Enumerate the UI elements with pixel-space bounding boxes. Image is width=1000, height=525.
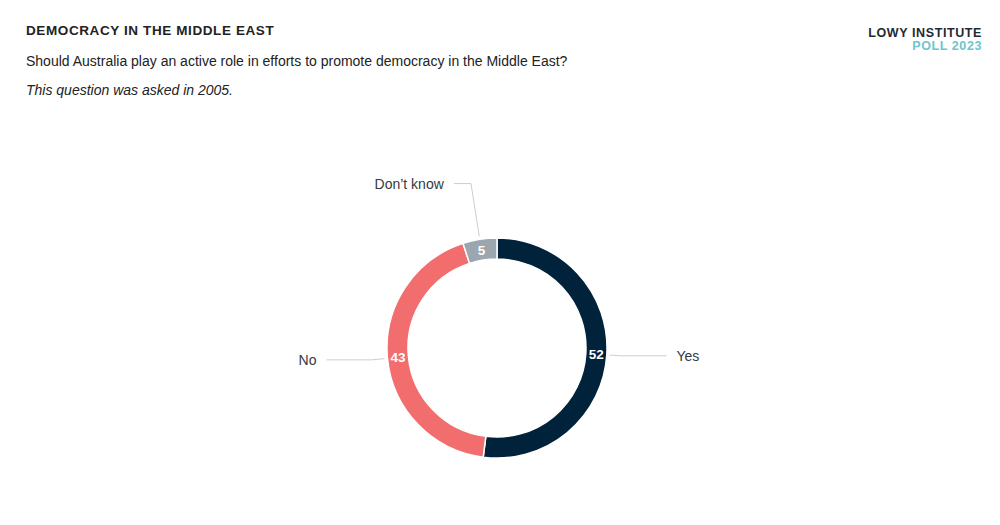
slices xyxy=(387,238,607,458)
data-label: 52 xyxy=(589,347,604,362)
leader-line xyxy=(454,184,480,237)
leader-line xyxy=(326,359,384,360)
note: This question was asked in 2005. xyxy=(26,82,233,98)
data-label: 5 xyxy=(478,243,486,258)
leader-line xyxy=(610,355,667,357)
labels: 52 Yes 43 No 5 Don’t know xyxy=(299,176,700,368)
title: DEMOCRACY IN THE MIDDLE EAST xyxy=(26,23,274,38)
category-label: Don’t know xyxy=(375,176,445,192)
category-label: Yes xyxy=(677,348,700,364)
subtitle: Should Australia play an active role in … xyxy=(26,53,568,69)
slice xyxy=(463,238,497,263)
data-label: 43 xyxy=(390,350,406,365)
brand-subtitle: POLL 2023 xyxy=(912,39,982,53)
chart: DEMOCRACY IN THE MIDDLE EAST Should Austr… xyxy=(0,0,1000,525)
slice xyxy=(387,243,486,457)
category-label: No xyxy=(299,352,317,368)
brand: LOWY INSTITUTE xyxy=(868,26,982,40)
slice xyxy=(483,238,607,458)
